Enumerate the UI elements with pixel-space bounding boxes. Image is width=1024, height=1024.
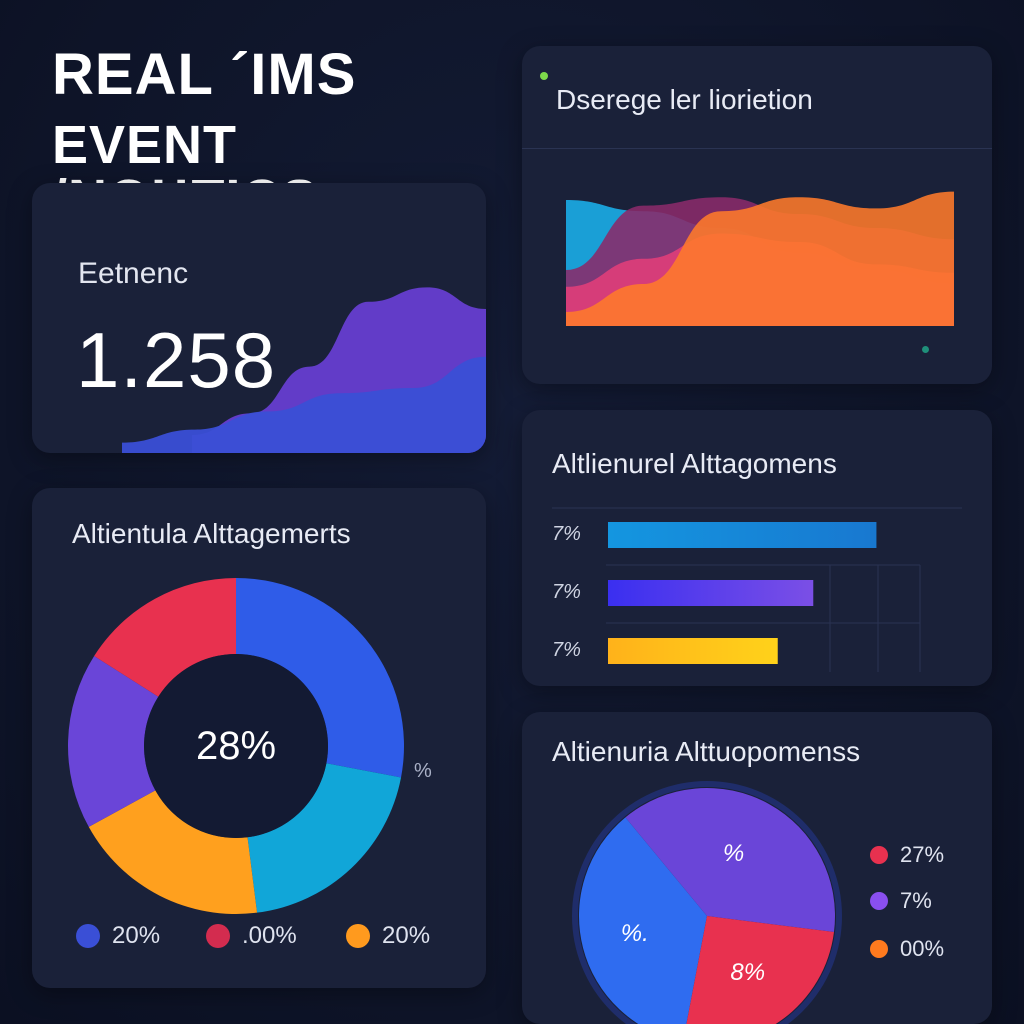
legend-label: .00% bbox=[242, 922, 297, 949]
area-chart-card[interactable]: Dserege ler liorietion bbox=[522, 46, 992, 384]
bar-1 bbox=[608, 580, 814, 606]
pie-slice-1 bbox=[625, 788, 835, 933]
legend-swatch-icon bbox=[76, 924, 100, 948]
bar-label-2: 7% bbox=[552, 639, 581, 661]
legend-swatch-icon bbox=[870, 940, 888, 958]
legend-label: 20% bbox=[382, 922, 431, 949]
donut-slice-4 bbox=[94, 578, 236, 697]
bar-chart-grid bbox=[552, 507, 962, 672]
pie-slice-label-0: %. bbox=[620, 919, 649, 947]
pie-legend-item-1: 7% bbox=[870, 888, 932, 914]
donut-hole bbox=[144, 654, 328, 838]
donut-chart bbox=[67, 578, 405, 914]
bar-chart-card[interactable]: Altlienurel Alttagomens 7% 7% 7% bbox=[522, 410, 992, 686]
bar-0 bbox=[608, 522, 877, 548]
kpi-label: Eetnenc bbox=[78, 257, 189, 290]
pie-legend-item-2: 00% bbox=[870, 936, 944, 962]
legend-swatch-icon bbox=[346, 924, 370, 948]
area-layer-3 bbox=[566, 191, 954, 326]
donut-slice-3 bbox=[67, 655, 159, 827]
pie-chart-card[interactable]: Altienuria Alttuopomenss %.% 8% 27% 7% 00… bbox=[522, 712, 992, 1024]
donut-center-label: 28% bbox=[195, 724, 277, 768]
donut-legend-item-0: 20% bbox=[76, 922, 160, 950]
pie-slice-label-2: 8% bbox=[730, 958, 766, 986]
pie-slice-label-1: % bbox=[722, 840, 745, 868]
kpi-area-chart bbox=[122, 287, 486, 453]
legend-label: 27% bbox=[900, 842, 945, 867]
card-divider bbox=[522, 148, 992, 149]
donut-slice-1 bbox=[247, 763, 402, 913]
donut-legend-item-1: .00% bbox=[206, 922, 297, 950]
pie-chart bbox=[572, 781, 842, 1024]
header-title-line-1: REAL ´IMS bbox=[52, 42, 357, 107]
kpi-value: 1.258 bbox=[76, 316, 277, 404]
area-chart-title: Dserege ler liorietion bbox=[556, 84, 813, 115]
indicator-dot bbox=[922, 346, 929, 353]
bar-2 bbox=[608, 638, 778, 664]
pie-chart-title: Altienuria Alttuopomenss bbox=[552, 736, 861, 767]
donut-chart-card[interactable]: Altientula Alttagemerts 28% % 20% .00% 2… bbox=[32, 488, 486, 988]
bar-label-1: 7% bbox=[552, 581, 581, 603]
pie-slice-2 bbox=[686, 916, 834, 1024]
kpi-area-series-1 bbox=[122, 356, 486, 453]
legend-label: 7% bbox=[900, 888, 932, 913]
donut-slice-2 bbox=[88, 790, 258, 914]
kpi-card[interactable]: Eetnenc 1.258 bbox=[32, 183, 486, 453]
legend-label: 00% bbox=[900, 936, 945, 961]
legend-label: 20% bbox=[112, 922, 161, 949]
legend-swatch-icon bbox=[870, 892, 888, 910]
area-chart bbox=[566, 191, 954, 326]
legend-swatch-icon bbox=[870, 846, 888, 864]
bar-chart bbox=[552, 507, 962, 672]
status-dot bbox=[540, 72, 548, 80]
pie-slice-0 bbox=[579, 817, 707, 1024]
bar-label-0: 7% bbox=[552, 523, 581, 545]
pie-legend-item-0: 27% bbox=[870, 842, 944, 868]
legend-swatch-icon bbox=[206, 924, 230, 948]
donut-side-label: % bbox=[414, 760, 432, 782]
donut-slice-0 bbox=[236, 578, 405, 778]
donut-chart-title: Altientula Alttagemerts bbox=[72, 518, 351, 549]
donut-legend-item-2: 20% bbox=[346, 922, 430, 950]
bar-chart-title: Altlienurel Alttagomens bbox=[552, 448, 837, 479]
pie-outline bbox=[572, 781, 842, 1024]
